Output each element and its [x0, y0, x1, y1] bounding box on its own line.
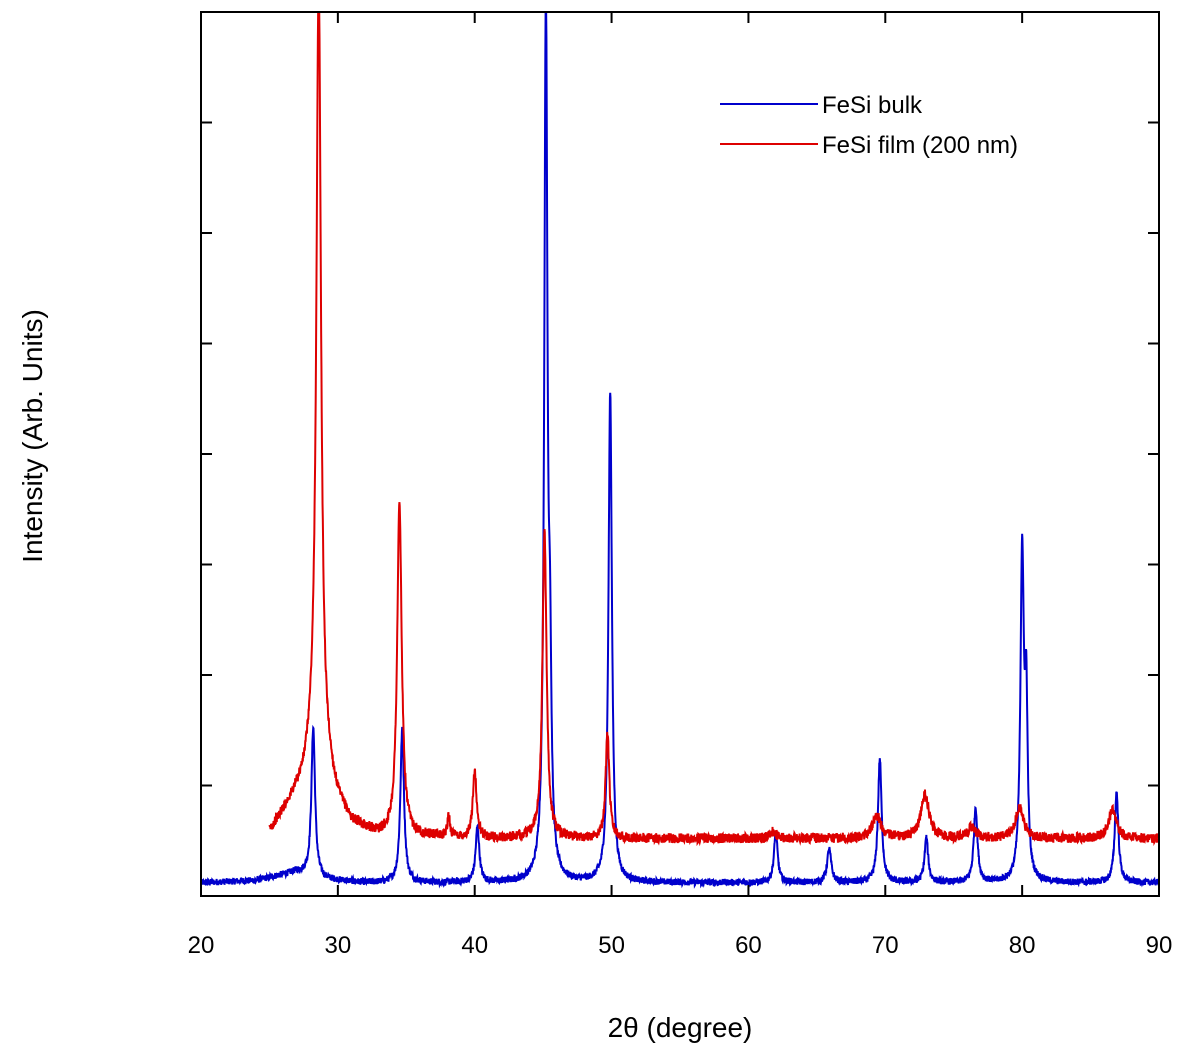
- x-tick-label-50: 50: [598, 932, 625, 959]
- x-tick-label-80: 80: [1009, 932, 1036, 959]
- x-tick-label-60: 60: [735, 932, 762, 959]
- legend-label-fesi-film: FeSi film (200 nm): [822, 132, 1018, 159]
- series-line-fesi-bulk: [200, 11, 1160, 889]
- series-line-fesi-film-200-nm: [268, 11, 1160, 847]
- x-tick-label-40: 40: [461, 932, 488, 959]
- legend: FeSi bulk FeSi film (200 nm): [720, 92, 1018, 159]
- legend-label-fesi-bulk: FeSi bulk: [822, 92, 923, 119]
- series-layer: [200, 11, 1160, 889]
- x-tick-label-70: 70: [872, 932, 899, 959]
- x-tick-label-20: 20: [188, 932, 215, 959]
- x-tick-label-30: 30: [325, 932, 352, 959]
- y-axis-title: Intensity (Arb. Units): [17, 309, 48, 563]
- ticks-layer: 20 30 40 50 60 70 80 90: [188, 12, 1173, 959]
- x-tick-label-90: 90: [1146, 932, 1173, 959]
- x-axis-title: 2θ (degree): [608, 1012, 753, 1043]
